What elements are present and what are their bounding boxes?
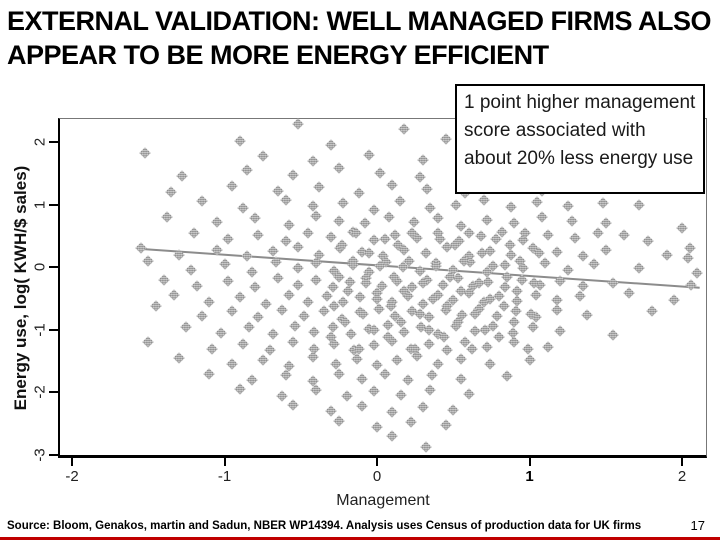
x-tick-label: 1	[525, 468, 534, 485]
x-tick	[223, 458, 226, 466]
y-tick	[49, 203, 58, 206]
callout-box: 1 point higher management score associat…	[455, 84, 705, 194]
callout-text: 1 point higher management score associat…	[464, 92, 696, 169]
x-tick-label: -2	[65, 468, 79, 485]
y-tick-label: 0	[31, 263, 49, 272]
x-tick	[681, 458, 683, 466]
y-tick-label: -1	[31, 323, 49, 337]
y-tick	[49, 141, 58, 143]
y-tick	[49, 454, 58, 456]
y-tick-label: -3	[31, 448, 49, 462]
y-axis-title: Energy use, log( KWH/$ sales)	[11, 165, 30, 411]
source-note: Source: Bloom, Genakos, martin and Sadun…	[7, 520, 642, 532]
y-tick-label: -2	[31, 385, 49, 400]
x-tick	[376, 458, 378, 466]
y-tick-label: 2	[31, 137, 49, 147]
plot-area	[58, 118, 707, 458]
page-number: 17	[690, 518, 705, 533]
y-tick-label: 1	[31, 200, 49, 209]
x-axis-title: Management	[336, 492, 430, 509]
y-tick	[49, 266, 58, 269]
y-tick	[49, 328, 58, 331]
red-bottom-bar	[0, 537, 720, 540]
slide-title: EXTERNAL VALIDATION: WELL MANAGED FIRMS …	[7, 6, 711, 70]
y-tick	[49, 391, 58, 394]
x-tick	[528, 458, 531, 466]
x-tick-label: -1	[217, 468, 232, 485]
x-tick-label: 2	[677, 468, 687, 485]
x-tick	[71, 458, 73, 466]
x-tick-label: 0	[372, 468, 382, 485]
